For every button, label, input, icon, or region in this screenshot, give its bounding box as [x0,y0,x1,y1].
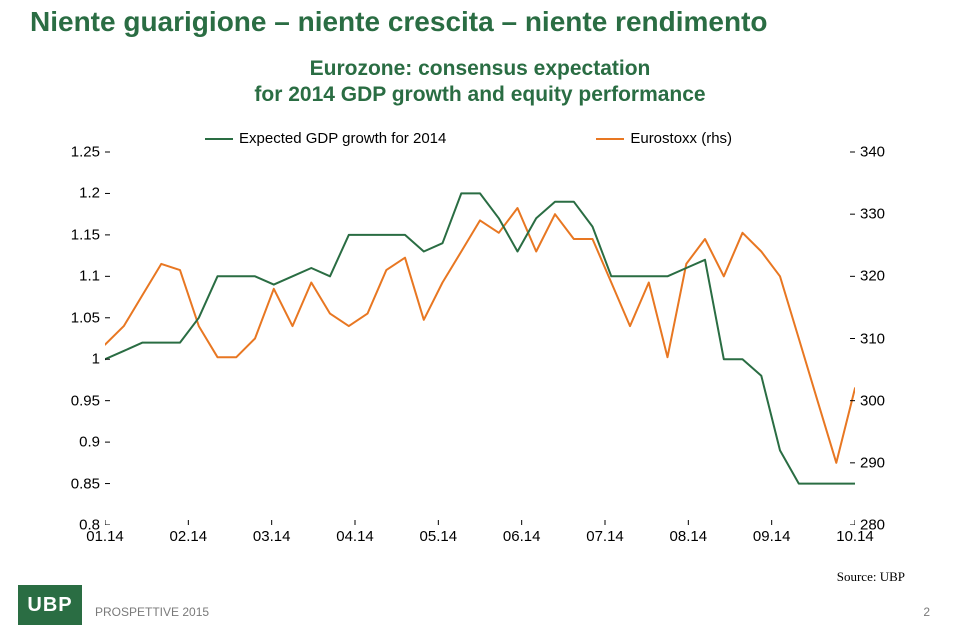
x-tick: 08.14 [670,528,708,545]
y-left-tick: 0.9 [50,434,100,451]
x-tick: 06.14 [503,528,541,545]
x-tick: 01.14 [86,528,124,545]
ubp-logo: UBP [18,585,82,625]
y-left-tick: 0.85 [50,475,100,492]
x-tick: 10.14 [836,528,874,545]
y-left-tick: 1.2 [50,185,100,202]
x-tick: 05.14 [420,528,458,545]
slide-subtitle: Eurozone: consensus expectation for 2014… [0,56,960,109]
y-left-tick: 1.1 [50,268,100,285]
slide-title: Niente guarigione – niente crescita – ni… [30,6,768,38]
slide: Niente guarigione – niente crescita – ni… [0,0,960,633]
y-right-tick: 310 [860,330,885,347]
footer-left: PROSPETTIVE 2015 [95,605,209,619]
plot-area [105,130,855,525]
logo-text: UBP [27,594,72,617]
chart: Expected GDP growth for 2014 Eurostoxx (… [55,130,905,550]
x-tick: 04.14 [336,528,374,545]
source-text: Source: UBP [837,569,905,585]
subtitle-line2: for 2014 GDP growth and equity performan… [254,83,705,106]
y-right-tick: 290 [860,454,885,471]
y-right-tick: 330 [860,206,885,223]
y-right-tick: 300 [860,392,885,409]
y-left-tick: 1 [50,351,100,368]
y-left-tick: 1.15 [50,226,100,243]
x-tick: 03.14 [253,528,291,545]
y-left-tick: 1.05 [50,309,100,326]
y-left-tick: 0.95 [50,392,100,409]
x-tick: 02.14 [170,528,208,545]
subtitle-line1: Eurozone: consensus expectation [310,57,651,80]
x-tick: 07.14 [586,528,624,545]
y-right-tick: 340 [860,144,885,161]
plot-svg [105,130,855,525]
y-right-tick: 320 [860,268,885,285]
page-number: 2 [923,605,930,619]
x-tick: 09.14 [753,528,791,545]
y-left-tick: 1.25 [50,144,100,161]
